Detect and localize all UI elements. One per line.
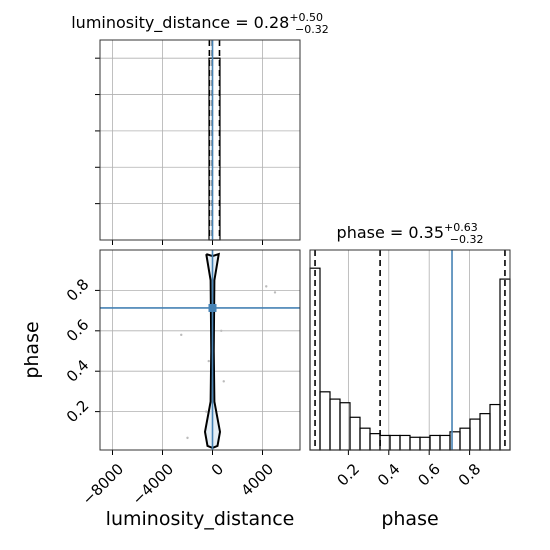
histogram-bar	[429, 434, 441, 451]
title-text: phase = 0.35	[337, 223, 444, 242]
x-tick-label: −8000	[79, 460, 128, 509]
histogram-bar	[389, 434, 401, 451]
title-minus: −0.32	[295, 23, 329, 36]
sample-point	[273, 291, 277, 294]
y-axis-label: phase	[21, 321, 43, 378]
histogram-bar	[399, 434, 411, 451]
x-tick-label: 0.4	[374, 460, 404, 490]
title-minus: −0.32	[450, 233, 484, 246]
y-tick-label: 0.2	[63, 396, 93, 426]
x-tick-label: 0	[208, 460, 227, 479]
x-tick-label: −4000	[129, 460, 178, 509]
histogram-bar	[439, 434, 451, 451]
x-axis-label: luminosity_distance	[106, 508, 295, 530]
histogram-bar	[419, 436, 431, 451]
histogram-bar	[329, 398, 341, 451]
title-text: luminosity_distance = 0.28	[71, 13, 289, 33]
histogram-bar	[369, 433, 381, 451]
histogram-bar	[409, 436, 421, 451]
histogram-bar	[349, 416, 361, 451]
histogram-bar	[459, 427, 471, 451]
panel-frame	[309, 249, 511, 451]
histogram-bar	[208, 57, 221, 241]
x-tick-label: 0.8	[455, 460, 485, 490]
histogram-bar	[489, 403, 501, 451]
histogram-bar	[479, 413, 491, 451]
sample-point	[220, 329, 223, 333]
sample-point	[265, 285, 268, 288]
panel-frame	[99, 249, 301, 451]
x-axis-label: phase	[381, 508, 438, 530]
x-tick-label: 0.2	[334, 460, 364, 490]
histogram-bar	[359, 427, 371, 451]
sample-point	[180, 333, 183, 337]
title-plus: +0.50	[289, 11, 323, 24]
sample-point	[222, 380, 225, 383]
x-tick-label: 0.6	[414, 460, 444, 490]
title-plus: +0.63	[444, 221, 478, 234]
panel-title: phase = 0.35+0.63 −0.32	[337, 221, 484, 246]
panel-title: luminosity_distance = 0.28+0.50 −0.32	[71, 11, 329, 36]
y-tick-label: 0.6	[63, 316, 93, 346]
x-tick-label: 4000	[238, 460, 278, 500]
sample-point	[207, 359, 210, 363]
sample-point	[205, 410, 208, 413]
histogram-bar	[469, 418, 481, 451]
y-tick-label: 0.4	[63, 356, 93, 386]
truth-marker	[208, 303, 217, 312]
histogram-bar	[319, 391, 331, 451]
sample-point	[186, 436, 189, 440]
y-tick-label: 0.8	[63, 275, 93, 305]
panel-frame	[99, 39, 301, 241]
